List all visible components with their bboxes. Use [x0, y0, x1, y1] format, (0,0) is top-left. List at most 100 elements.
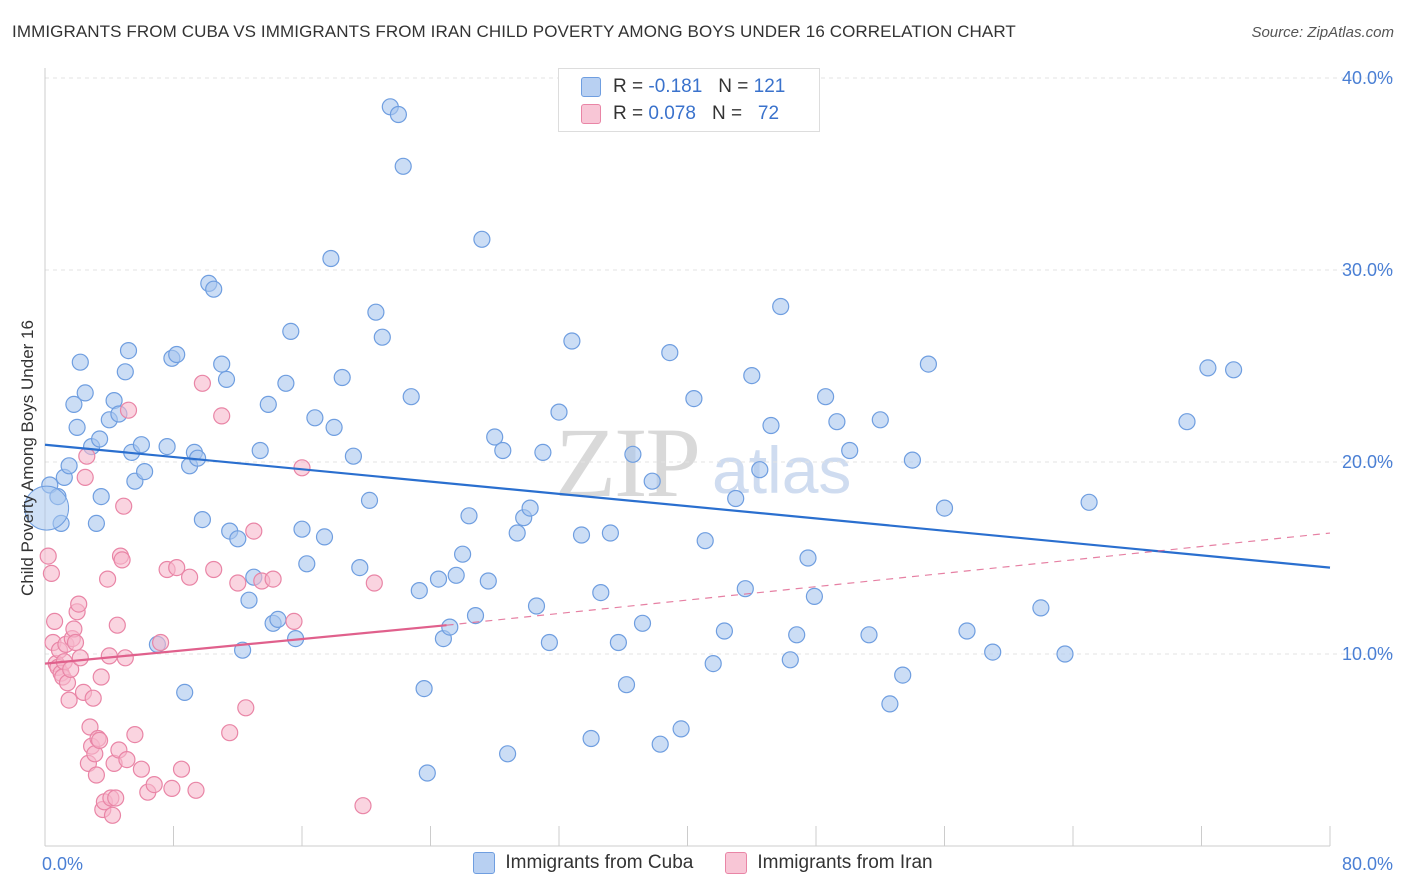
iran-point-47: [119, 401, 138, 419]
cuba-point-16: [116, 363, 134, 381]
cuba-point-58: [373, 328, 391, 346]
cuba-point-26: [176, 683, 194, 702]
iran-point-30: [90, 731, 109, 750]
cuba-point-112: [816, 388, 835, 406]
iran-point-45: [116, 649, 134, 667]
cuba-point-32: [205, 280, 223, 298]
cuba-legend-label: Immigrants from Cuba: [505, 852, 694, 873]
cuba-legend-swatch: [473, 852, 496, 874]
iran-point-39: [107, 789, 125, 807]
cuba-point-120: [919, 355, 938, 373]
iran-point-16: [66, 633, 85, 652]
iran-point-12: [60, 691, 78, 709]
cuba-point-117: [881, 695, 899, 713]
cuba-point-36: [229, 530, 247, 548]
axis-labels: 10.0% 20.0% 30.0% 40.0% 0.0% 80.0% Child Pover…: [18, 68, 1393, 874]
iran-point-3: [45, 612, 64, 631]
cuba-point-54: [344, 447, 362, 465]
iran-point-65: [245, 522, 263, 540]
axes: [44, 68, 1331, 847]
iran-point-22: [78, 447, 96, 465]
cuba-point-72: [466, 606, 485, 625]
iran-point-55: [168, 558, 186, 577]
cuba-point-66: [429, 570, 448, 588]
cuba-point-124: [1032, 599, 1050, 617]
x-tick-label-max: 80.0%: [1342, 854, 1393, 874]
cuba-point-105: [751, 461, 769, 479]
cuba-point-121: [935, 499, 954, 517]
cuba-n-value: 121: [753, 76, 786, 97]
stats-legend: R = -0.181 N = 121 R = 0.078 N = 72: [558, 68, 820, 132]
iran-point-68: [285, 612, 303, 631]
iran-point-44: [115, 497, 133, 515]
x-tick-label-min: 0.0%: [42, 854, 83, 874]
iran-point-43: [113, 551, 131, 569]
cuba-point-80: [521, 499, 539, 517]
cuba-r-label: R =: [613, 76, 644, 97]
cuba-point-88: [592, 583, 610, 602]
cuba-point-30: [193, 510, 211, 529]
cuba-point-6: [68, 418, 86, 436]
cuba-point-71: [460, 507, 478, 525]
legend-row-iran: R = 0.078 N = 72: [581, 102, 779, 126]
cuba-point-68: [441, 618, 459, 636]
iran-point-49: [132, 760, 150, 778]
cuba-point-98: [685, 390, 703, 408]
cuba-point-78: [508, 524, 526, 542]
cuba-point-cluster: [24, 485, 70, 531]
iran-point-52: [152, 633, 170, 652]
iran-point-71: [365, 574, 383, 592]
iran-point-56: [172, 760, 191, 778]
cuba-point-84: [550, 403, 568, 421]
cuba-point-56: [360, 491, 379, 509]
legend-item-cuba[interactable]: Immigrants from Cuba: [473, 852, 693, 874]
trend-lines: [44, 443, 1331, 665]
cuba-r-value: -0.181: [648, 76, 703, 97]
iran-point-28: [87, 766, 106, 784]
cuba-point-57: [367, 303, 385, 321]
cuba-point-17: [119, 342, 138, 360]
iran-point-46: [118, 750, 136, 769]
iran-point-60: [205, 560, 223, 579]
iran-point-19: [71, 649, 89, 667]
cuba-point-89: [601, 524, 620, 542]
iran-point-0: [39, 547, 57, 565]
cuba-point-64: [415, 679, 433, 698]
cuba-point-38: [240, 591, 258, 609]
cuba-point-101: [715, 622, 734, 640]
cuba-point-8: [76, 384, 94, 402]
legend-item-iran[interactable]: Immigrants from Iran: [725, 852, 933, 874]
iran-point-40: [108, 616, 126, 634]
source-label: Source: ZipAtlas.com: [1251, 24, 1394, 41]
cuba-point-107: [772, 297, 790, 316]
iran-point-51: [145, 775, 163, 794]
cuba-point-25: [168, 345, 186, 364]
cuba-point-55: [351, 558, 369, 577]
cuba-point-12: [92, 488, 110, 506]
iran-point-34: [98, 570, 117, 588]
iran-swatch: [581, 104, 601, 124]
iran-point-61: [213, 407, 231, 425]
cuba-point-23: [158, 438, 176, 456]
cuba-point-116: [871, 411, 889, 429]
cuba-point-129: [1224, 361, 1243, 379]
iran-trend-line-dashed: [446, 532, 1331, 626]
chart-title: IMMIGRANTS FROM CUBA VS IMMIGRANTS FROM …: [12, 22, 1016, 41]
cuba-point-127: [1178, 413, 1196, 431]
cuba-points: [24, 98, 1243, 782]
iran-point-62: [221, 724, 239, 742]
cuba-point-4: [60, 457, 78, 475]
cuba-point-49: [306, 409, 324, 427]
iran-point-64: [237, 699, 255, 717]
iran-r-label: R =: [613, 103, 644, 124]
cuba-point-21: [136, 463, 154, 481]
cuba-point-81: [527, 597, 546, 615]
cuba-point-7: [71, 353, 89, 371]
cuba-point-33: [213, 355, 231, 373]
cuba-point-114: [841, 441, 859, 460]
cuba-point-100: [704, 654, 722, 673]
cuba-point-37: [234, 641, 252, 659]
cuba-point-113: [828, 413, 846, 431]
cuba-point-118: [894, 666, 912, 684]
